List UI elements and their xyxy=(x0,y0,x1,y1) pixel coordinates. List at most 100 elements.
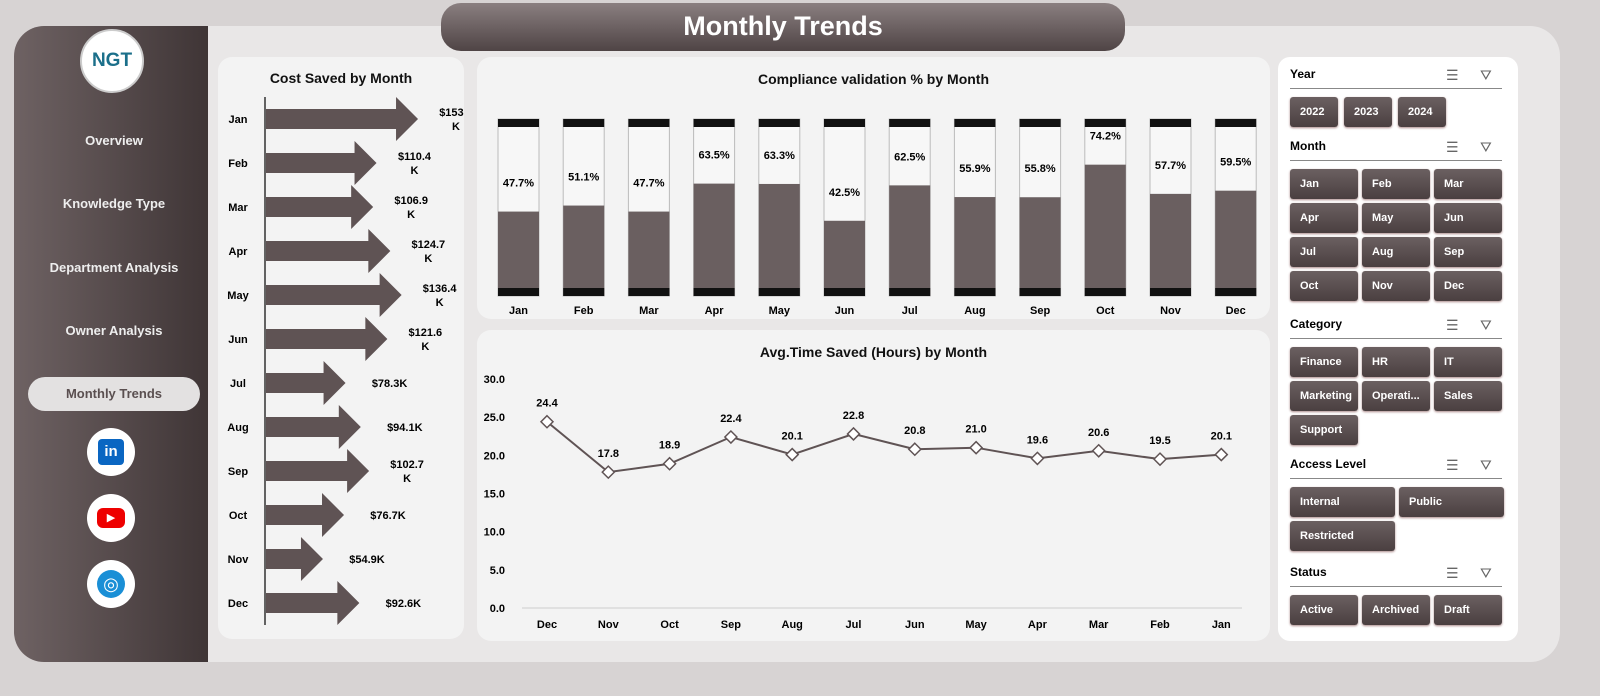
slicer-item[interactable]: Finance xyxy=(1290,347,1358,377)
slicer-item[interactable]: Dec xyxy=(1434,271,1502,301)
y-tick-label: 0.0 xyxy=(490,603,505,615)
slicer-header-access-level: Access Level ☰ ⛛ xyxy=(1290,457,1502,479)
cylinder-cap xyxy=(954,119,996,127)
multi-select-icon[interactable]: ☰ xyxy=(1446,67,1459,83)
data-point xyxy=(785,447,800,462)
slicer-item[interactable]: Aug xyxy=(1362,237,1430,267)
cylinder-base xyxy=(1084,288,1126,296)
category-label: Apr xyxy=(705,305,725,317)
slicer-item[interactable]: Oct xyxy=(1290,271,1358,301)
clear-filter-icon[interactable]: ⛛ xyxy=(1480,139,1492,155)
slicer-item[interactable]: Apr xyxy=(1290,203,1358,233)
compliance-bar xyxy=(954,197,996,296)
category-label: Mar xyxy=(639,305,659,317)
category-label: Jan xyxy=(1212,619,1231,631)
nav-knowledge-type[interactable]: Knowledge Type xyxy=(62,196,166,211)
nav-monthly-trends[interactable]: Monthly Trends xyxy=(28,377,200,411)
data-point xyxy=(1152,452,1168,467)
cost-arrow xyxy=(266,317,388,361)
cost-arrow xyxy=(266,97,419,141)
cost-saved-card: Cost Saved by Month Jan $153.4K Feb $110.4K… xyxy=(218,57,464,639)
slicer-item[interactable]: Active xyxy=(1290,595,1358,625)
clear-filter-icon[interactable]: ⛛ xyxy=(1480,565,1492,581)
multi-select-icon[interactable]: ☰ xyxy=(1446,565,1459,581)
multi-select-icon[interactable]: ☰ xyxy=(1446,139,1459,155)
nav-department-analysis[interactable]: Department Analysis xyxy=(49,260,179,275)
slicer-item[interactable]: 2023 xyxy=(1344,97,1392,127)
data-label: $124.7 K xyxy=(412,239,446,265)
slicer-item[interactable]: HR xyxy=(1362,347,1430,377)
data-label: $110.4 K xyxy=(398,151,432,177)
compliance-bar xyxy=(889,185,931,296)
cylinder-base xyxy=(563,288,605,296)
multi-select-icon[interactable]: ☰ xyxy=(1446,457,1459,473)
data-label: $76.7K xyxy=(370,510,406,522)
slicer-item[interactable]: Support xyxy=(1290,415,1358,445)
category-label: Apr xyxy=(1028,619,1048,631)
slicer-item[interactable]: Operati... xyxy=(1362,381,1430,411)
category-label: Aug xyxy=(964,305,985,317)
data-label: $102.7 K xyxy=(390,459,424,485)
category-label: Dec xyxy=(228,598,248,610)
data-label: 62.5% xyxy=(894,151,925,163)
clear-filter-icon[interactable]: ⛛ xyxy=(1480,317,1492,333)
category-label: Jul xyxy=(230,378,246,390)
category-label: Jun xyxy=(228,334,248,346)
slicer-item[interactable]: IT xyxy=(1434,347,1502,377)
nav-overview[interactable]: Overview xyxy=(85,133,143,148)
cylinder-base xyxy=(1215,288,1257,296)
data-label: 47.7% xyxy=(503,178,534,190)
data-label: 22.8 xyxy=(843,410,864,422)
slicer-item[interactable]: Public xyxy=(1399,487,1504,517)
clear-filter-icon[interactable]: ⛛ xyxy=(1480,67,1492,83)
slicer-item[interactable]: Draft xyxy=(1434,595,1502,625)
data-label: $136.4 K xyxy=(423,283,458,309)
y-tick-label: 25.0 xyxy=(484,412,505,424)
cylinder-base xyxy=(954,288,996,296)
category-label: Jul xyxy=(846,619,862,631)
category-label: Aug xyxy=(782,619,803,631)
slicer-item[interactable]: Nov xyxy=(1362,271,1430,301)
category-label: Dec xyxy=(1226,305,1246,317)
cylinder-cap xyxy=(824,119,865,127)
compliance-bar xyxy=(1084,164,1126,296)
category-label: Jun xyxy=(905,619,925,631)
compliance-bar xyxy=(824,220,865,296)
linkedin-icon[interactable]: in xyxy=(87,428,135,476)
slicer-item[interactable]: Archived xyxy=(1362,595,1430,625)
clear-filter-icon[interactable]: ⛛ xyxy=(1480,457,1492,473)
data-label: 63.3% xyxy=(764,150,795,162)
slicer-item[interactable]: Marketing xyxy=(1290,381,1358,411)
slicer-item[interactable]: Sep xyxy=(1434,237,1502,267)
slicer-item[interactable]: Jun xyxy=(1434,203,1502,233)
slicer-item[interactable]: 2022 xyxy=(1290,97,1338,127)
avg-time-card: Avg.Time Saved (Hours) by Month 0.0 5.0 10… xyxy=(477,330,1270,641)
slicer-item[interactable]: Jul xyxy=(1290,237,1358,267)
slicer-title: Month xyxy=(1290,139,1326,153)
slicer-item[interactable]: Restricted xyxy=(1290,521,1395,551)
slicer-item[interactable]: Mar xyxy=(1434,169,1502,199)
data-label: 24.4 xyxy=(536,398,558,410)
slicer-item[interactable]: 2024 xyxy=(1398,97,1446,127)
compliance-bar xyxy=(628,211,670,296)
chart-title: Compliance validation % by Month xyxy=(757,71,990,87)
slicer-item[interactable]: Jan xyxy=(1290,169,1358,199)
slicer-item[interactable]: May xyxy=(1362,203,1430,233)
compliance-chart: 47.7% Jan 51.1% Feb 47.7% Mar 63.5% Apr 63.3% May… xyxy=(497,118,1257,317)
cylinder-cap xyxy=(693,119,735,127)
data-label: 22.4 xyxy=(720,413,742,425)
multi-select-icon[interactable]: ☰ xyxy=(1446,317,1459,333)
data-point xyxy=(907,442,922,457)
youtube-icon[interactable]: ▶ xyxy=(87,494,135,542)
avg-time-chart: 0.0 5.0 10.0 15.0 20.0 25.0 30.0 24.4 Dec 17.8 Nov… xyxy=(484,374,1242,631)
nav-owner-analysis[interactable]: Owner Analysis xyxy=(65,323,163,338)
slicer-item[interactable]: Sales xyxy=(1434,381,1502,411)
cylinder-base xyxy=(824,288,865,296)
globe-icon[interactable]: ◎ xyxy=(87,560,135,608)
compliance-bar xyxy=(758,183,800,296)
category-label: May xyxy=(227,290,249,302)
data-label: 55.9% xyxy=(959,163,990,175)
slicer-item[interactable]: Feb xyxy=(1362,169,1430,199)
slicer-item[interactable]: Internal xyxy=(1290,487,1395,517)
category-label: Jan xyxy=(509,305,528,317)
